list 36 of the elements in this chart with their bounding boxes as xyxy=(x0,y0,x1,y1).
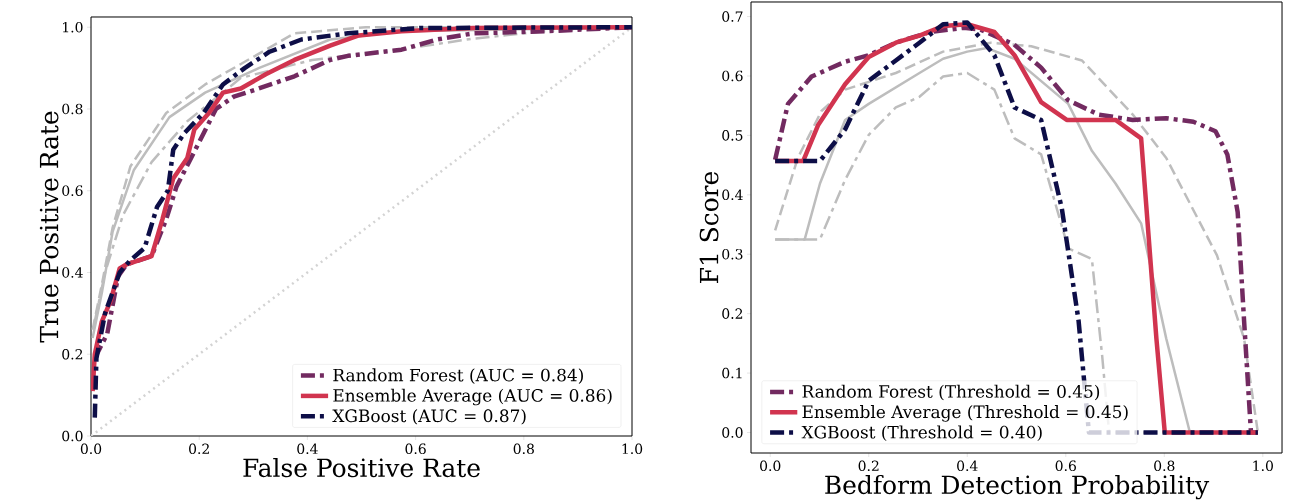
y-tick-label: 0.6 xyxy=(62,185,83,197)
y-tick-label: 0.8 xyxy=(62,103,83,115)
legend-label: Ensemble Average (AUC = 0.86) xyxy=(333,388,612,406)
legend-label: Random Forest (AUC = 0.84) xyxy=(333,368,583,384)
legend-label: XGBoost (Threshold = 0.40) xyxy=(801,425,1042,441)
x-tick-label: 0.6 xyxy=(1055,460,1076,472)
y-tick-label: 0.0 xyxy=(722,427,743,438)
x-tick-label: 0.2 xyxy=(189,443,209,455)
x-tick-label: 0.0 xyxy=(760,460,781,472)
x-tick-label: 0.4 xyxy=(957,460,978,472)
y-tick-label: 0.7 xyxy=(722,11,743,22)
x-tick-label: 1.0 xyxy=(1253,460,1273,472)
legend-label: Random Forest (Threshold = 0.45) xyxy=(802,384,1100,401)
y-tick-label: 0.0 xyxy=(62,430,83,442)
legend-label: Ensemble Average (Threshold = 0.45) xyxy=(802,405,1128,422)
y-axis-title: True Positive Rate xyxy=(39,111,59,343)
y-tick-label: 0.3 xyxy=(722,248,743,260)
legend-label: XGBoost (AUC = 0.87) xyxy=(332,409,526,425)
y-tick-label: 0.6 xyxy=(722,70,743,82)
x-axis-title: Bedform Detection Probability xyxy=(825,474,1210,500)
y-tick-label: 0.2 xyxy=(722,308,743,319)
x-tick-label: 0.0 xyxy=(80,443,102,455)
x-tick-label: 0.8 xyxy=(1154,460,1175,472)
y-tick-label: 0.2 xyxy=(62,348,83,360)
y-axis-title: F1 Score xyxy=(699,171,719,283)
x-axis-title: False Positive Rate xyxy=(243,457,480,478)
x-tick-label: 0.8 xyxy=(513,443,534,455)
x-tick-label: 0.6 xyxy=(405,443,426,455)
y-tick-label: 0.5 xyxy=(722,130,743,141)
y-tick-label: 0.1 xyxy=(722,367,742,379)
y-tick-label: 0.4 xyxy=(722,189,743,201)
y-tick-label: 1.0 xyxy=(63,21,83,33)
x-tick-label: 0.2 xyxy=(858,460,879,472)
y-tick-label: 0.4 xyxy=(62,267,83,278)
x-tick-label: 0.4 xyxy=(297,443,318,455)
x-tick-label: 1.0 xyxy=(622,443,643,455)
